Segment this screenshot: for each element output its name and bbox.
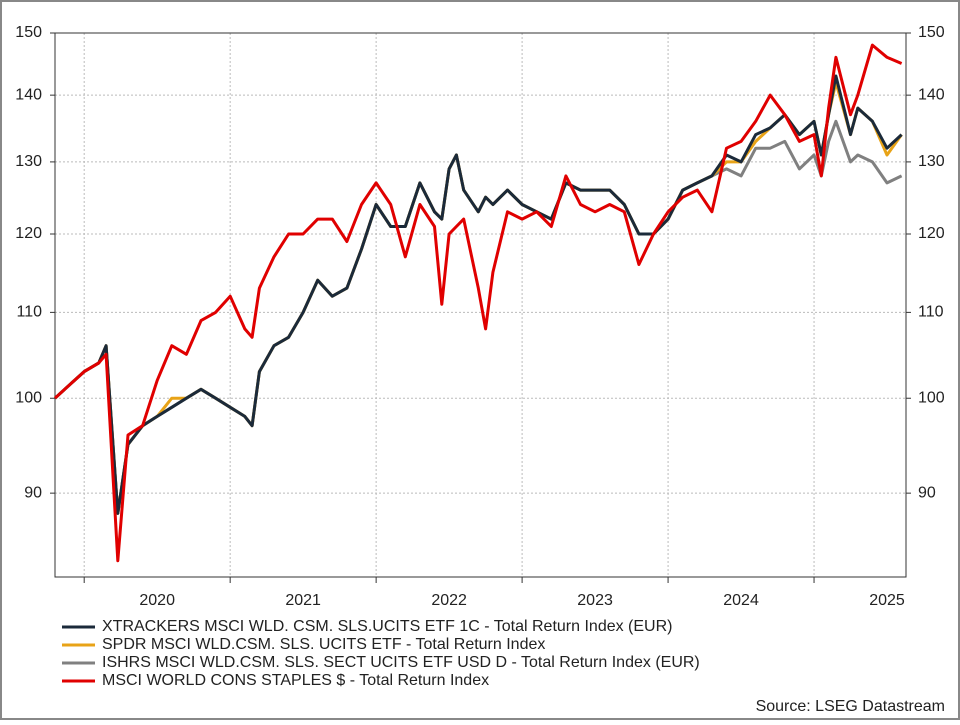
x-tick-label: 2020 [139,592,175,609]
legend-label: ISHRS MSCI WLD.CSM. SLS. SECT UCITS ETF … [102,654,700,671]
y-tick-label: 120 [15,225,42,242]
x-tick-label: 2023 [577,592,613,609]
y-tick-label: 90 [24,484,42,501]
y2-tick-label: 90 [918,484,936,501]
x-tick-label: 2021 [285,592,321,609]
y2-tick-label: 110 [918,304,944,321]
y-tick-label: 100 [15,389,42,406]
x-tick-label: 2024 [723,592,759,609]
y2-tick-label: 120 [918,225,945,242]
legend-label: SPDR MSCI WLD.CSM. SLS. UCITS ETF - Tota… [102,636,545,653]
x-tick-label: 2025 [869,592,905,609]
y2-tick-label: 130 [918,153,945,170]
legend-label: MSCI WORLD CONS STAPLES $ - Total Return… [102,672,489,689]
y2-tick-label: 100 [918,389,945,406]
y-tick-label: 150 [15,24,42,41]
series-line [53,74,903,515]
y2-tick-label: 150 [918,24,945,41]
y2-tick-label: 140 [918,86,945,103]
legend-label: XTRACKERS MSCI WLD. CSM. SLS.UCITS ETF 1… [102,618,673,635]
y-tick-label: 110 [16,304,42,321]
series-line [53,43,903,563]
y-tick-label: 130 [15,153,42,170]
source: Source: LSEG Datastream [756,698,945,715]
plot-frame [54,32,907,578]
y-tick-label: 140 [15,86,42,103]
x-tick-label: 2022 [431,592,467,609]
